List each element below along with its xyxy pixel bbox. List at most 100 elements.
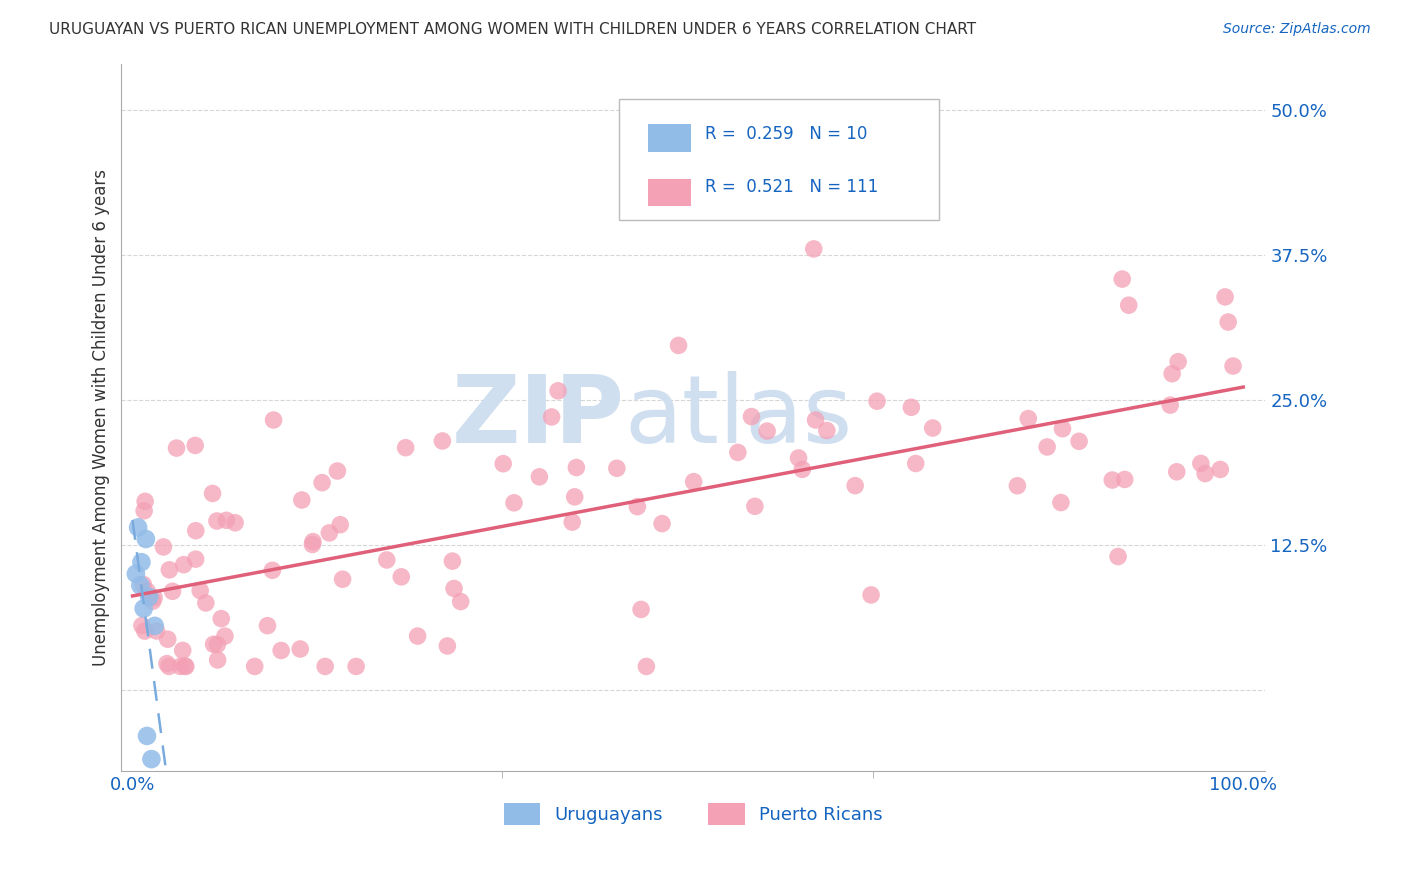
Point <box>205 514 228 528</box>
Point <box>636 659 658 673</box>
Point <box>804 413 827 427</box>
Point <box>157 659 180 673</box>
Point <box>375 553 398 567</box>
Point <box>561 515 583 529</box>
Text: ZIP: ZIP <box>451 371 624 463</box>
Point <box>727 445 749 459</box>
Point <box>184 552 207 566</box>
Point <box>184 438 207 452</box>
Point <box>1161 367 1184 381</box>
Point <box>263 413 285 427</box>
Point <box>174 659 197 673</box>
Point <box>169 659 191 673</box>
Point <box>142 594 165 608</box>
Point <box>389 570 412 584</box>
Point <box>172 643 194 657</box>
FancyBboxPatch shape <box>648 178 692 206</box>
Point <box>564 490 586 504</box>
Point <box>1222 359 1244 373</box>
Point <box>207 653 229 667</box>
Point <box>1101 473 1123 487</box>
Point <box>302 534 325 549</box>
Point <box>740 409 762 424</box>
Point <box>262 563 284 577</box>
Point <box>744 500 766 514</box>
Point <box>1036 440 1059 454</box>
Point <box>436 639 458 653</box>
Point <box>443 582 465 596</box>
Point <box>166 441 188 455</box>
Text: atlas: atlas <box>624 371 853 463</box>
Point <box>344 659 367 673</box>
Point <box>921 421 943 435</box>
Point <box>651 516 673 531</box>
Point <box>395 441 418 455</box>
Point <box>145 624 167 638</box>
Point <box>904 457 927 471</box>
Point <box>1107 549 1129 564</box>
Point <box>450 594 472 608</box>
Point <box>682 475 704 489</box>
Point <box>131 555 153 569</box>
Point <box>256 618 278 632</box>
Point <box>132 577 155 591</box>
Point <box>136 584 159 599</box>
Point <box>1209 462 1232 476</box>
Point <box>792 462 814 476</box>
Point <box>1167 355 1189 369</box>
Point <box>1007 479 1029 493</box>
Point <box>188 583 211 598</box>
Point <box>406 629 429 643</box>
Point <box>134 504 156 518</box>
Point <box>1050 495 1073 509</box>
Point <box>290 642 312 657</box>
Text: Source: ZipAtlas.com: Source: ZipAtlas.com <box>1223 22 1371 37</box>
Point <box>326 464 349 478</box>
Point <box>209 612 232 626</box>
Y-axis label: Unemployment Among Women with Children Under 6 years: Unemployment Among Women with Children U… <box>93 169 110 665</box>
Point <box>157 563 180 577</box>
Point <box>1166 465 1188 479</box>
Point <box>1189 457 1212 471</box>
Point <box>441 554 464 568</box>
Point <box>173 659 195 673</box>
Point <box>152 540 174 554</box>
Point <box>815 424 838 438</box>
Point <box>311 475 333 490</box>
Point <box>1114 472 1136 486</box>
Point <box>215 513 238 527</box>
Point <box>127 520 149 534</box>
Point <box>207 638 229 652</box>
Point <box>1213 290 1236 304</box>
Point <box>1067 434 1090 449</box>
Point <box>194 596 217 610</box>
Point <box>131 618 153 632</box>
Point <box>1111 272 1133 286</box>
Point <box>565 460 588 475</box>
Point <box>492 457 515 471</box>
Point <box>1218 315 1240 329</box>
Text: R =  0.521   N = 111: R = 0.521 N = 111 <box>704 178 879 196</box>
Point <box>156 632 179 647</box>
Point <box>866 394 889 409</box>
Point <box>243 659 266 673</box>
Point <box>143 591 166 605</box>
Point <box>202 637 225 651</box>
Point <box>301 537 323 551</box>
Point <box>529 470 551 484</box>
Point <box>787 450 810 465</box>
FancyBboxPatch shape <box>619 99 939 219</box>
Point <box>132 601 155 615</box>
Point <box>291 493 314 508</box>
Point <box>668 338 690 352</box>
Point <box>547 384 569 398</box>
Point <box>136 729 159 743</box>
Point <box>214 629 236 643</box>
Point <box>134 624 156 638</box>
Point <box>844 478 866 492</box>
FancyBboxPatch shape <box>648 124 692 152</box>
Point <box>860 588 883 602</box>
Point <box>503 496 526 510</box>
Point <box>1017 411 1039 425</box>
Point <box>606 461 628 475</box>
